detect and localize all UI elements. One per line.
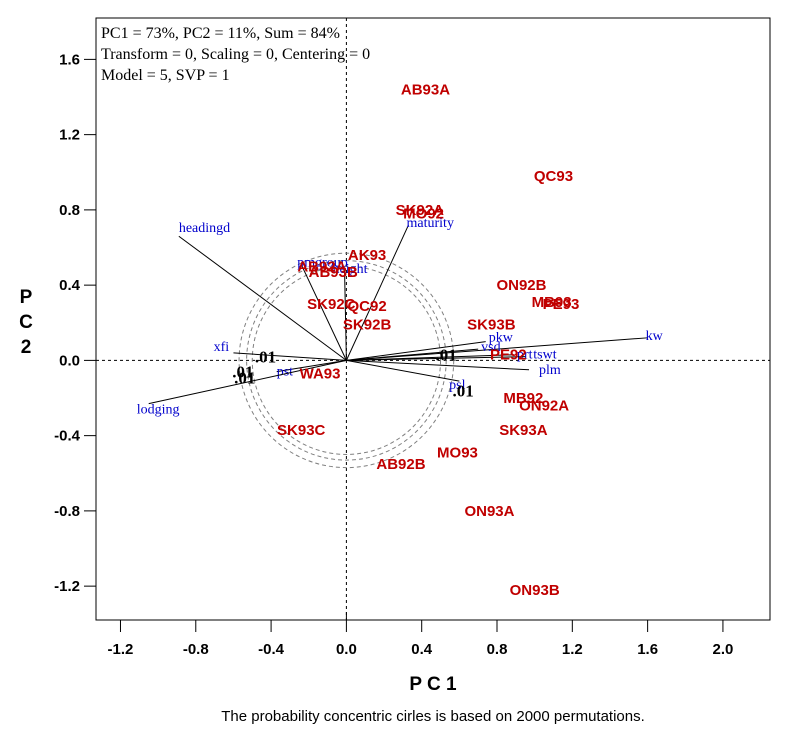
y-axis: -1.2 -0.8 -0.4 0.0 0.4 0.8 1.2 1.6 <box>54 51 96 595</box>
y-axis-title-letter: P <box>20 287 33 308</box>
vector-label-tswt: tswt <box>533 348 556 363</box>
x-tick-label: -0.8 <box>183 641 209 658</box>
point-label-AB93B: AB93B <box>309 264 358 281</box>
y-tick-label: -0.4 <box>54 428 81 445</box>
vector-label-xfi: xfi <box>214 340 230 355</box>
point-label-SK92C: SK92C <box>307 296 356 313</box>
vector-label-lodging: lodging <box>137 403 180 418</box>
vector-line-tswt <box>346 356 526 361</box>
significance-label-4: .01 <box>234 368 255 387</box>
vector-label-maturity: maturity <box>407 216 454 231</box>
x-tick-label: -0.4 <box>258 641 285 658</box>
point-label-SK93B: SK93B <box>467 317 516 334</box>
vector-line-pkw <box>346 341 486 361</box>
chart-caption: The probability concentric cirles is bas… <box>221 708 645 725</box>
info-text: PC1 = 73%, PC2 = 11%, Sum = 84% Transform… <box>101 25 370 84</box>
significance-label-1: .01 <box>452 381 473 400</box>
point-label-ON92A: ON92A <box>519 398 569 415</box>
vector-label-pmgroup: pmgroup <box>297 255 348 270</box>
vector-label-prt: prt <box>517 348 533 363</box>
x-tick-label: 1.2 <box>562 641 583 658</box>
y-tick-label: 0.8 <box>59 202 80 219</box>
vector-label-pkw: pkw <box>489 331 514 346</box>
x-tick-label: -1.2 <box>108 641 134 658</box>
vector-line-vsd <box>346 348 479 361</box>
point-label-MO92: MO92 <box>403 206 444 223</box>
point-label-ON93B: ON93B <box>510 582 560 599</box>
vector-line-lodging <box>148 359 347 405</box>
significance-label-2: .01 <box>255 348 276 367</box>
vector-label-kw: kw <box>646 329 664 344</box>
point-label-MO93: MO93 <box>437 445 478 462</box>
x-tick-label: 0.4 <box>411 641 433 658</box>
probability-circles <box>238 252 455 469</box>
point-label-ON92B: ON92B <box>496 277 546 294</box>
x-tick-label: 2.0 <box>713 641 734 658</box>
reference-lines <box>96 18 770 620</box>
y-tick-label: 1.6 <box>59 51 80 68</box>
point-label-AB92B: AB92B <box>376 456 425 473</box>
vector-line-psl <box>346 359 460 382</box>
vector-label-headingd: headingd <box>179 221 230 236</box>
vector-label-pst: pst <box>277 365 293 380</box>
significance-label-3: .01 <box>232 363 253 382</box>
vector-label-psl: psl <box>449 378 465 393</box>
y-axis-title: PC 2 <box>19 287 33 358</box>
point-label-AB92A: AB92A <box>297 258 346 275</box>
vector-line-pmgroup <box>300 264 347 361</box>
point-label-QC92: QC92 <box>348 298 387 315</box>
vector-line-plm <box>346 359 530 371</box>
x-tick-label: 0.0 <box>336 641 357 658</box>
y-tick-label: -1.2 <box>54 578 80 595</box>
y-tick-label: 1.2 <box>59 127 80 144</box>
x-tick-label: 0.8 <box>487 641 508 658</box>
point-label-SK92B: SK92B <box>343 317 392 334</box>
probability-circle-0 <box>251 265 442 455</box>
point-label-MB93: MB93 <box>532 294 572 311</box>
vector-line-pst <box>276 359 347 373</box>
point-label-SK93C: SK93C <box>277 422 326 439</box>
environment-labels: AB93AQC93SK92AMO92AK93AB92AAB93BON92BMB9… <box>277 81 579 598</box>
y-axis-title-letter: C <box>19 312 33 333</box>
point-label-AB93A: AB93A <box>401 81 450 98</box>
info-line-1: Transform = 0, Scaling = 0, Centering = … <box>101 46 370 63</box>
info-line-0: PC1 = 73%, PC2 = 11%, Sum = 84% <box>101 25 340 42</box>
point-label-SK92A: SK92A <box>396 202 445 219</box>
y-tick-label: 0.4 <box>59 277 81 294</box>
vector-line-xfi <box>233 352 347 361</box>
y-tick-label: -0.8 <box>54 503 80 520</box>
info-line-2: Model = 5, SVP = 1 <box>101 67 230 84</box>
probability-circle-2 <box>238 252 455 469</box>
x-axis: -1.2 -0.8 -0.4 0.0 0.4 0.8 1.2 1.6 2.0 <box>108 612 734 658</box>
vector-label-vsd: vsd <box>481 340 500 355</box>
point-label-PE92: PE92 <box>490 347 527 364</box>
plot-frame <box>95 17 771 621</box>
significance-label-0: .01 <box>436 346 457 365</box>
point-label-MB92: MB92 <box>503 390 543 407</box>
vector-line-kw <box>346 337 648 361</box>
point-label-QC93: QC93 <box>534 168 573 185</box>
x-tick-label: 1.6 <box>637 641 658 658</box>
point-label-ON93A: ON93A <box>464 503 514 520</box>
vector-line-headingd <box>178 235 347 361</box>
y-tick-label: 0.0 <box>59 352 80 369</box>
point-label-AK93: AK93 <box>348 247 386 264</box>
vector-line-height <box>344 268 347 361</box>
probability-circle-1 <box>246 260 447 461</box>
significance-labels: .01.01.01.01.01 <box>232 346 474 401</box>
point-label-SK93A: SK93A <box>499 422 548 439</box>
y-axis-title-letter: 2 <box>21 337 32 358</box>
point-label-WA93: WA93 <box>300 366 341 383</box>
vector-label-height: height <box>333 262 368 277</box>
vector-label-plm: plm <box>539 363 561 378</box>
x-axis-title: P C 1 <box>409 674 457 695</box>
vector-line-maturity <box>345 224 409 361</box>
point-label-PE93: PE93 <box>543 296 580 313</box>
